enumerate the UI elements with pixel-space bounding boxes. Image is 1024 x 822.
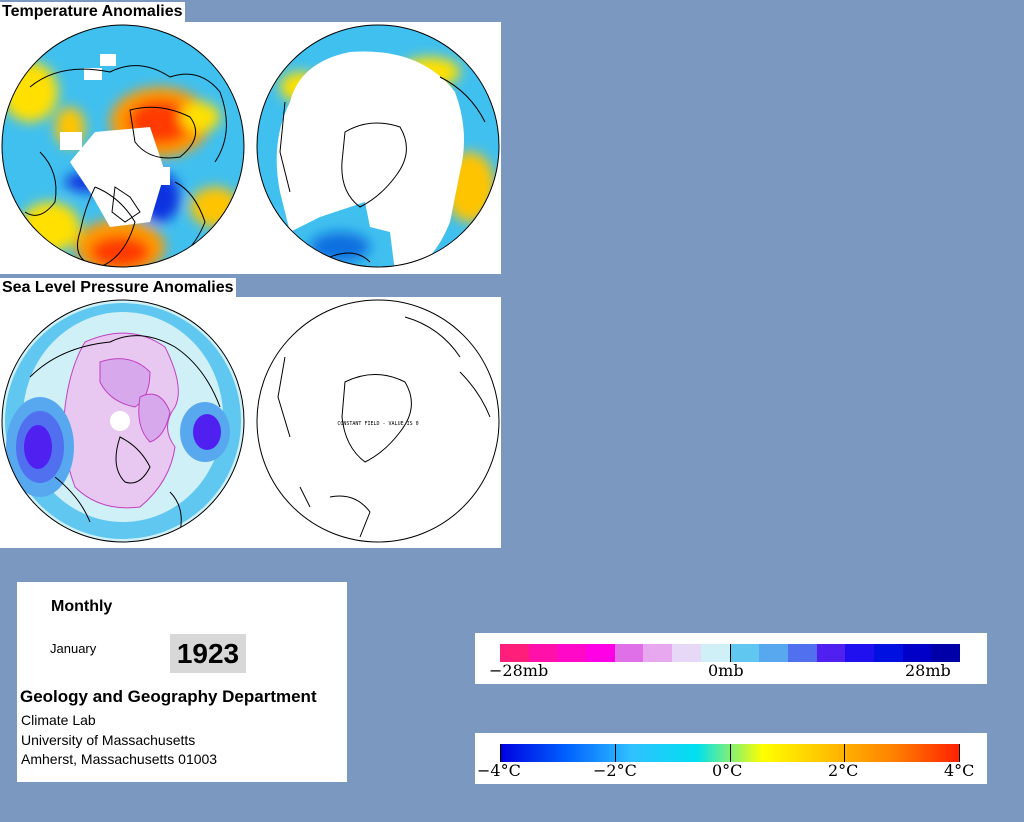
temperature-tick <box>729 744 731 762</box>
lab-name: Climate Lab <box>21 712 96 728</box>
pressure-map-south: CONSTANT FIELD - VALUE IS 0 <box>257 300 499 542</box>
year-display: 1923 <box>170 634 246 673</box>
temperature-tick <box>614 744 616 762</box>
pressure-color-bar <box>500 644 960 662</box>
temperature-label-zero: 0°C <box>712 761 743 780</box>
pressure-swatch <box>931 644 960 662</box>
pressure-swatch <box>500 644 529 662</box>
university-name: University of Massachusetts <box>21 732 196 748</box>
pressure-swatch <box>787 644 817 662</box>
temperature-label-4: 4°C <box>944 761 975 780</box>
pressure-map-north <box>2 300 244 542</box>
pressure-swatch <box>845 644 874 662</box>
temperature-label-minus2: −2°C <box>593 761 637 780</box>
temperature-map-south <box>257 25 499 267</box>
constant-field-note: CONSTANT FIELD - VALUE IS 0 <box>337 421 418 427</box>
pressure-swatch <box>873 644 903 662</box>
pressure-maps-panel: CONSTANT FIELD - VALUE IS 0 <box>0 297 501 548</box>
pressure-label-max: 28mb <box>905 661 951 680</box>
temperature-anomalies-title: Temperature Anomalies <box>0 2 185 22</box>
temperature-label-minus4: −4°C <box>477 761 521 780</box>
pressure-swatch <box>672 644 701 662</box>
pressure-label-zero: 0mb <box>708 661 744 680</box>
pressure-color-legend: −28mb 0mb 28mb <box>475 633 987 684</box>
pressure-label-min: −28mb <box>489 661 549 680</box>
temperature-tick <box>959 744 960 762</box>
temperature-tick <box>500 744 501 762</box>
temperature-color-bar <box>500 744 960 762</box>
temperature-color-legend: −4°C −2°C 0°C 2°C 4°C <box>475 733 987 784</box>
pressure-swatch <box>557 644 587 662</box>
month-label: January <box>50 641 97 656</box>
temperature-tick <box>844 744 846 762</box>
info-box: Monthly January 1923 Geology and Geograp… <box>17 582 347 782</box>
temperature-label-2: 2°C <box>828 761 859 780</box>
period-label: Monthly <box>51 598 113 615</box>
pressure-swatch <box>528 644 558 662</box>
address: Amherst, Massachusetts 01003 <box>21 751 218 767</box>
pressure-swatch <box>586 644 615 662</box>
temperature-maps-panel <box>0 22 501 274</box>
sea-level-pressure-anomalies-title: Sea Level Pressure Anomalies <box>0 278 236 298</box>
pressure-swatch <box>700 644 730 662</box>
pressure-swatch <box>729 644 760 662</box>
pressure-swatch <box>816 644 846 662</box>
department-name: Geology and Geography Department <box>20 687 317 706</box>
pressure-swatch <box>614 644 644 662</box>
pressure-swatch <box>643 644 673 662</box>
pressure-swatch <box>902 644 932 662</box>
pressure-swatch <box>759 644 788 662</box>
